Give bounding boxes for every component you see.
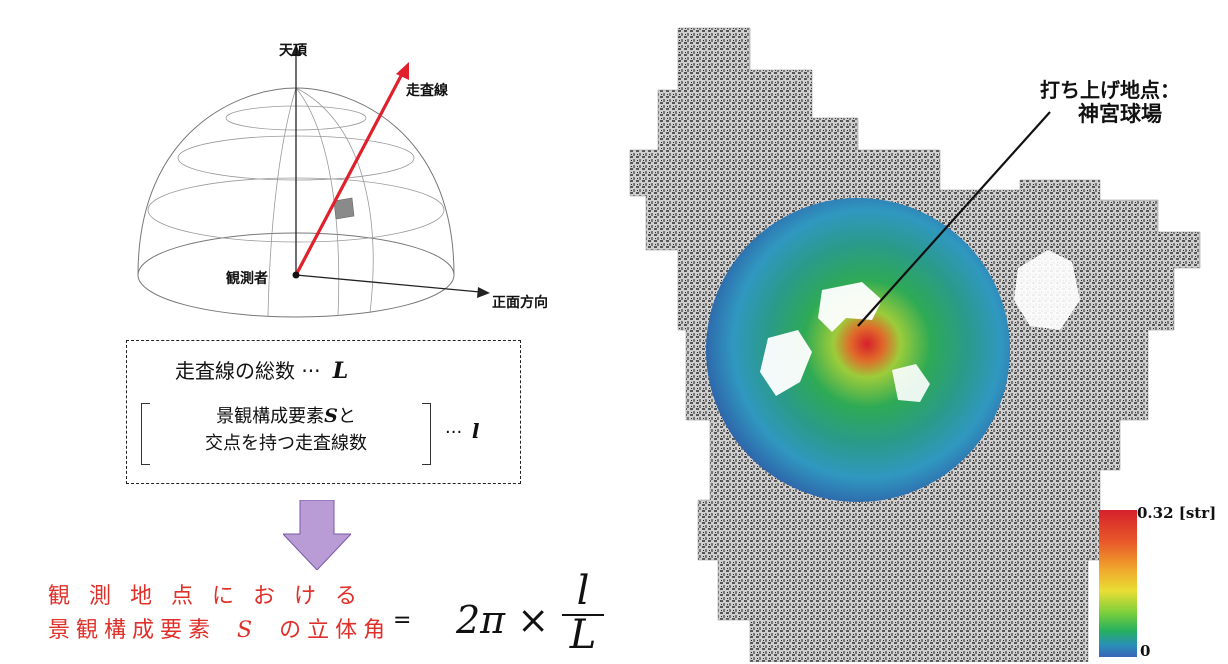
intersecting-scan-lines: 景観構成要素Sと 交点を持つ走査線数 — [141, 403, 431, 465]
solid-angle-map — [629, 27, 1201, 662]
hemisphere-diagram — [137, 44, 490, 318]
count-line1-post: と — [337, 406, 356, 427]
count-line1-pre: 景観構成要素 — [216, 406, 325, 427]
definition-box: 走査線の総数 ··· L 景観構成要素Sと 交点を持つ走査線数 ··· l — [126, 340, 521, 484]
total-scan-lines: 走査線の総数 ··· L — [175, 355, 348, 384]
front-arrowhead — [477, 287, 490, 298]
element-symbol: S — [324, 405, 338, 427]
intersecting-scan-lines-text: 景観構成要素Sと 交点を持つ走査線数 — [153, 403, 419, 457]
front-axis — [295, 274, 481, 293]
down-arrow-icon — [283, 500, 351, 570]
formula-line2-pre: 景観構成要素 — [48, 618, 217, 643]
total-scan-lines-text: 走査線の総数 ··· — [175, 359, 321, 383]
launch-place-name: 神宮球場 — [1078, 102, 1162, 126]
observer-point — [292, 271, 300, 279]
colorbar — [1099, 510, 1137, 657]
intersecting-count: ··· l — [445, 419, 480, 443]
zenith-label: 天頂 — [279, 43, 307, 59]
formula-equals: = — [393, 608, 412, 633]
fraction-numerator: l — [576, 568, 590, 614]
formula-symbol: S — [237, 618, 259, 643]
launch-pointer-line — [857, 111, 1051, 327]
colorbar-max-label: 0.32 [str] — [1137, 504, 1217, 522]
heatmap-disc — [706, 198, 1010, 502]
scan-line-label: 走査線 — [406, 83, 448, 99]
meridian-line — [295, 87, 374, 314]
formula-line1: 観 測 地 点 に お け る — [48, 584, 363, 609]
meridian-line — [295, 87, 340, 317]
map-park-area — [818, 282, 882, 332]
fraction-bar — [562, 614, 604, 616]
left-bracket — [141, 403, 150, 465]
colorbar-min-label: 0 — [1140, 642, 1151, 660]
formula-expression: 2π × — [456, 598, 550, 642]
map-park-area — [1014, 250, 1080, 330]
fraction-denominator: L — [569, 612, 597, 658]
right-bracket — [422, 403, 431, 465]
zenith-arrowhead — [291, 44, 301, 56]
formula-fraction: l L — [558, 568, 608, 664]
map-park-area — [760, 330, 812, 396]
count-symbol: l — [471, 419, 480, 443]
meridian-line — [267, 87, 297, 317]
intersection-cell — [333, 197, 355, 220]
formula-line2: 景観構成要素 S の立体角 — [48, 612, 391, 644]
scan-line-arrowhead — [396, 62, 409, 80]
formula-line2-post: の立体角 — [279, 618, 392, 643]
front-direction-label: 正面方向 — [492, 295, 548, 311]
count-line2: 交点を持つ走査線数 — [205, 433, 367, 454]
observer-label: 観測者 — [226, 271, 268, 287]
count-ellipsis: ··· — [445, 422, 463, 443]
total-symbol: L — [332, 358, 349, 384]
scan-line-arrow — [294, 73, 404, 276]
launch-point-label: 打ち上げ地点： — [1040, 78, 1180, 102]
map-park-area — [892, 364, 930, 402]
